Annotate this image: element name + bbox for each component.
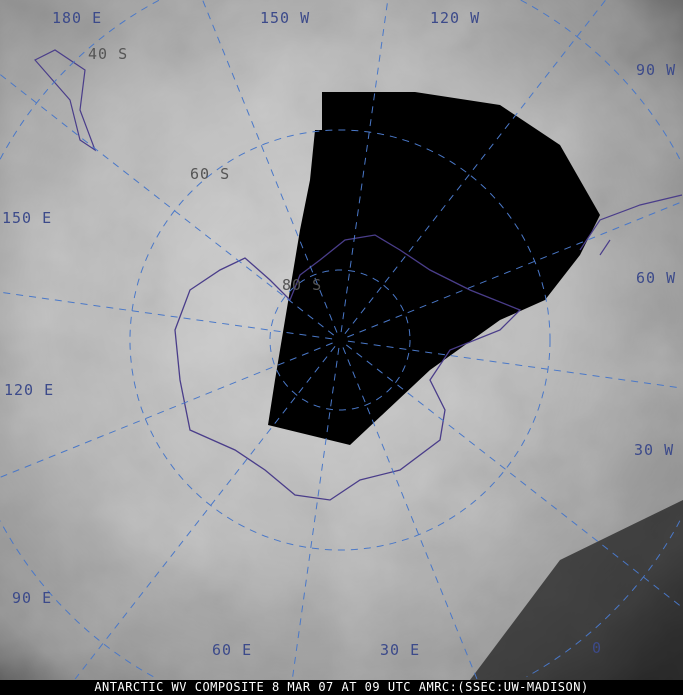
lon-label-150w: 150 W	[260, 9, 311, 27]
latitude-circle-80s	[269, 269, 411, 411]
latitude-circle-40s	[0, 520, 154, 678]
meridian-line	[74, 345, 336, 680]
lon-label-60w: 60 W	[636, 269, 677, 287]
meridian-line	[347, 340, 683, 389]
meridian-line	[291, 347, 340, 680]
meridian-line	[0, 291, 333, 340]
no-data-region	[268, 92, 600, 445]
lon-label-180e: 180 E	[52, 9, 103, 27]
meridian-line	[344, 0, 607, 335]
lon-label-0: 0	[592, 639, 603, 657]
lon-label-90e: 90 E	[12, 589, 53, 607]
lat-label-60s: 60 S	[190, 165, 231, 183]
meridian-line	[345, 344, 683, 608]
meridian-line	[340, 0, 389, 333]
lon-label-120e: 120 E	[4, 381, 55, 399]
meridian-line	[0, 73, 335, 336]
lon-label-150e: 150 E	[2, 209, 53, 227]
antarctica-coastline	[174, 234, 522, 501]
lat-label-80s: 80 S	[282, 276, 323, 294]
graticule	[0, 0, 683, 680]
latitude-circle-40s	[526, 520, 681, 678]
lon-label-120w: 120 W	[430, 9, 481, 27]
meridian-line	[347, 201, 683, 338]
dark-swath	[470, 500, 683, 680]
south-america-coastline	[579, 194, 683, 256]
lon-label-60e: 60 E	[212, 641, 253, 659]
lon-label-90w: 90 W	[636, 61, 677, 79]
lon-label-30w: 30 W	[634, 441, 675, 459]
australia-coastline	[34, 49, 97, 152]
image-caption: ANTARCTIC WV COMPOSITE 8 MAR 07 AT 09 UT…	[0, 680, 683, 695]
lon-label-30e: 30 E	[380, 641, 421, 659]
lat-label-40s: 40 S	[88, 45, 129, 63]
